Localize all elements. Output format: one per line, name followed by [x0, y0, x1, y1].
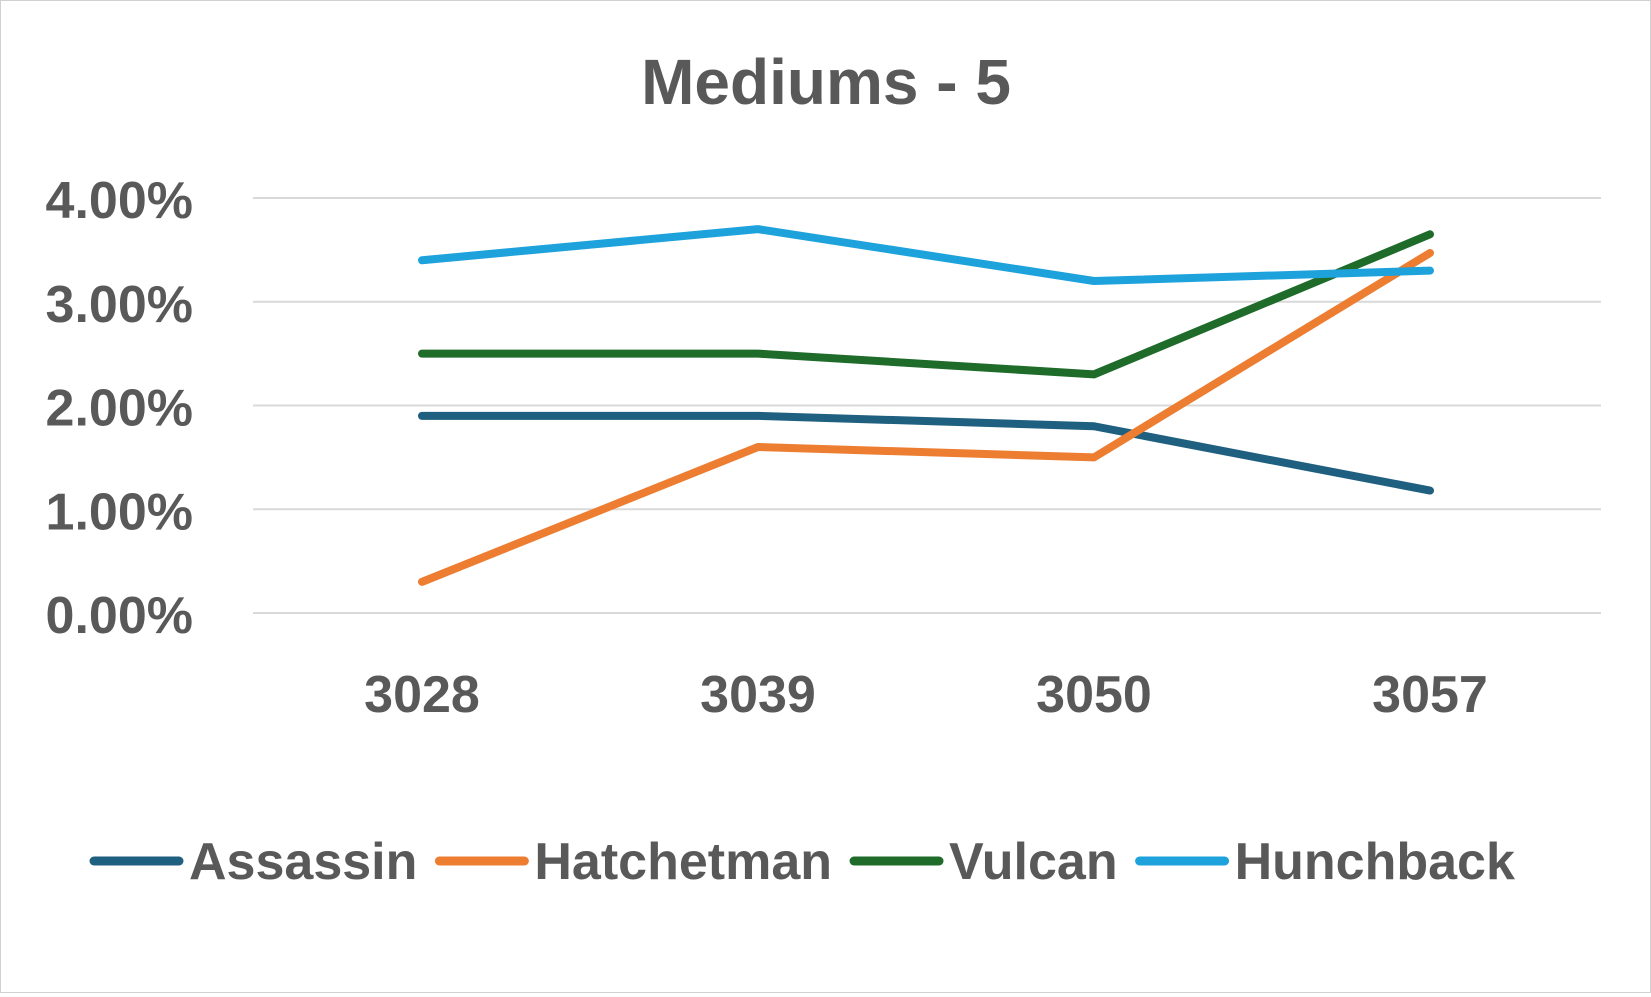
- legend-label: Assassin: [189, 833, 417, 891]
- series-line-assassin: [418, 411, 1434, 495]
- series-line-hatchetman: [418, 248, 1434, 586]
- legend-label: Hatchetman: [534, 833, 832, 891]
- legend-item: Vulcan: [849, 833, 1118, 891]
- y-tick-label: 0.00%: [46, 587, 193, 645]
- x-tick-label: 3050: [1036, 666, 1152, 724]
- legend-item: Hatchetman: [434, 833, 832, 891]
- series-line-vulcan: [418, 230, 1434, 379]
- series-line-hunchback: [418, 225, 1434, 285]
- legend-label: Hunchback: [1235, 833, 1515, 891]
- y-tick-label: 1.00%: [46, 483, 193, 541]
- y-tick-label: 2.00%: [46, 380, 193, 438]
- legend-label: Vulcan: [949, 833, 1118, 891]
- chart-title: Mediums - 5: [641, 46, 1011, 118]
- legend-item: Assassin: [89, 833, 417, 891]
- gridlines: [253, 197, 1601, 614]
- y-tick-label: 3.00%: [46, 276, 193, 334]
- x-axis-tick-labels: 3028 3039 3050 3057: [364, 666, 1488, 724]
- x-tick-label: 3028: [364, 666, 480, 724]
- x-tick-label: 3039: [700, 666, 816, 724]
- y-tick-label: 4.00%: [46, 172, 193, 230]
- x-tick-label: 3057: [1372, 666, 1488, 724]
- series-lines: [418, 225, 1434, 586]
- legend-item: Hunchback: [1135, 833, 1515, 891]
- y-axis-tick-labels: 0.00% 1.00% 2.00% 3.00% 4.00%: [46, 172, 193, 645]
- legend: Assassin Hatchetman Vulcan Hunchback: [89, 833, 1515, 891]
